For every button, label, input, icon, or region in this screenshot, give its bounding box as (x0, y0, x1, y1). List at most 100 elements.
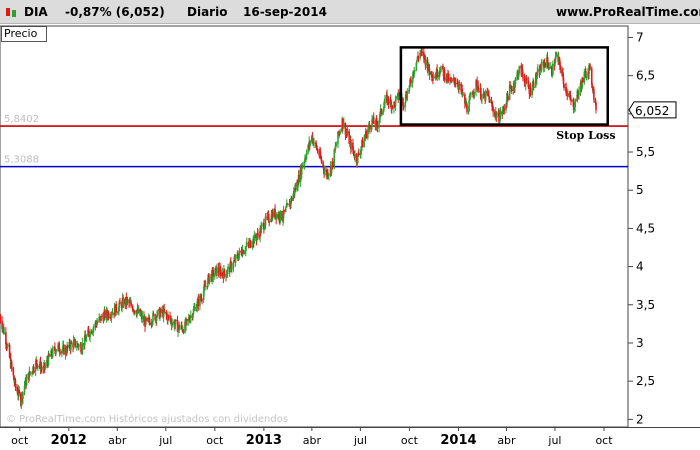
candle-body (117, 311, 120, 313)
candle-body (411, 78, 414, 84)
candle-body (282, 209, 285, 219)
candle-body (356, 153, 359, 164)
candle-body (253, 234, 256, 244)
candle-body (481, 95, 483, 100)
candle-body (231, 267, 233, 270)
candle-body (29, 372, 32, 374)
period-label: Diario (187, 5, 228, 19)
candle-body (330, 166, 333, 174)
candle-body (335, 143, 338, 147)
candle-body (234, 255, 237, 262)
candle-body (40, 366, 43, 368)
candle-body (364, 136, 366, 138)
candle-body (289, 201, 291, 207)
candle-body (555, 54, 558, 56)
candle-body (141, 315, 144, 320)
candle-body (89, 331, 91, 338)
candle-body (335, 146, 337, 148)
watermark-text: © ProRealTime.com Históricos ajustados c… (6, 413, 288, 425)
candle-body (420, 50, 423, 52)
candle-body (236, 254, 239, 259)
candle-body (352, 150, 355, 152)
candle-body (126, 299, 129, 301)
y-tick-label: 4,5 (636, 221, 655, 235)
candle-body (42, 366, 45, 371)
candle-body (591, 84, 594, 89)
candle-body (475, 80, 478, 82)
candle-body (488, 96, 491, 103)
candle-body (18, 389, 20, 394)
candle-body (219, 267, 221, 270)
candle-body (260, 226, 263, 234)
candle-body (83, 335, 86, 346)
candle-body (121, 300, 123, 309)
candle-body (498, 112, 500, 123)
candle-body (75, 346, 78, 348)
candle-body (238, 255, 240, 260)
candle-body (248, 241, 251, 245)
y-tick-label: 7 (636, 30, 644, 44)
candle-body (409, 79, 411, 86)
candle-body (490, 101, 493, 103)
candle-body (144, 317, 147, 327)
candle-body (363, 137, 366, 139)
candle-body (357, 152, 360, 156)
candle-body (312, 139, 315, 145)
candle-body (96, 322, 98, 326)
candle-body (453, 77, 456, 81)
candle-body (572, 99, 574, 102)
candle-body (57, 344, 59, 350)
candle-body (285, 206, 288, 208)
candle-body (547, 62, 549, 68)
candle-body (509, 85, 511, 88)
y-tick-label: 6,5 (636, 69, 655, 83)
candle-body (303, 161, 306, 165)
candle-body (251, 244, 254, 246)
candle-body (579, 82, 582, 91)
candle-body (588, 64, 590, 74)
candle-body (40, 366, 42, 371)
candle-body (543, 62, 546, 68)
candle-body (322, 165, 325, 170)
candle-body (438, 72, 441, 76)
y-tick-label: 2 (636, 412, 644, 426)
candle-body (561, 70, 563, 74)
candle-body (3, 332, 6, 334)
candle-body (462, 94, 465, 96)
candle-body (294, 187, 296, 194)
candle-body (367, 127, 370, 130)
candle-body (104, 310, 106, 319)
candle-body (503, 109, 506, 111)
x-tick-label: jul (158, 434, 172, 447)
y-tick-label: 3,5 (636, 298, 655, 312)
candle-body (61, 349, 64, 351)
candle-body (1, 327, 4, 330)
candle-body (230, 262, 233, 270)
candle-body (166, 315, 168, 317)
candle-body (196, 301, 199, 308)
candle-body (13, 375, 15, 381)
candle-body (264, 225, 266, 229)
candle-body (55, 349, 58, 351)
candle-body (507, 96, 509, 100)
candle-body (355, 154, 358, 164)
candle-body (307, 144, 309, 153)
candle-body (122, 298, 125, 307)
candle-body (178, 324, 180, 330)
candle-body (341, 118, 344, 128)
candle-body (192, 314, 194, 318)
level-label: 5,3088 (4, 155, 39, 166)
candle-body (517, 73, 520, 78)
candle-body (227, 266, 229, 269)
candle-body (110, 314, 113, 318)
candle-body (453, 80, 456, 84)
date-label: 16-sep-2014 (243, 5, 327, 19)
candle-body (333, 149, 336, 151)
candle-body (390, 101, 393, 109)
candle-body (544, 63, 547, 67)
candle-body (200, 297, 203, 300)
candle-body (46, 360, 48, 366)
candle-body (46, 360, 49, 363)
last-price-marker (628, 101, 677, 119)
